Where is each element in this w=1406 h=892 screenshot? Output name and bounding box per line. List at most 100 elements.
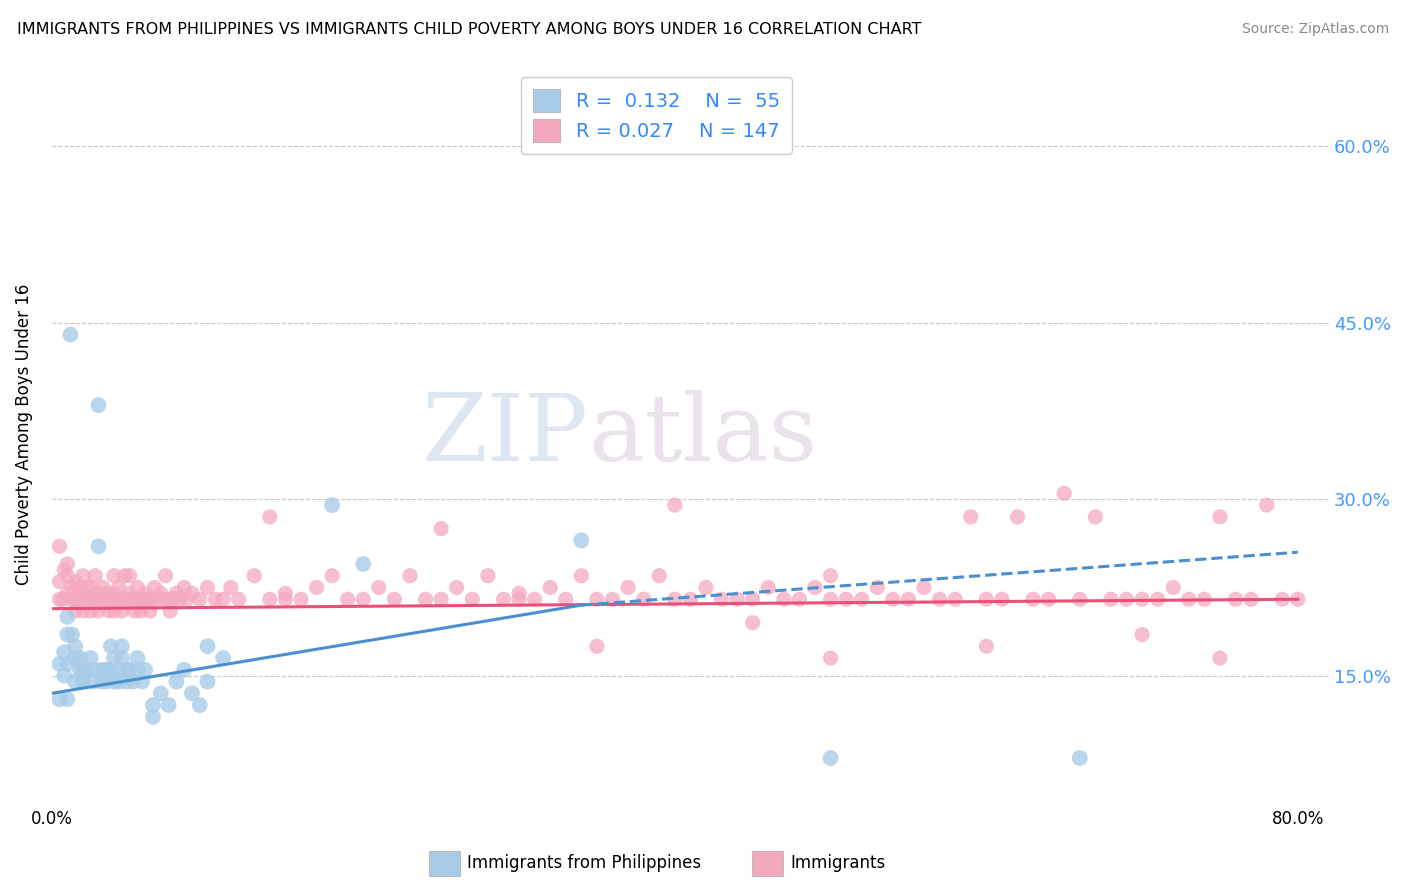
Point [90,663,112,677]
Point [679,592,702,607]
Point [80,581,103,595]
Point [56,557,79,571]
Point [415,592,437,607]
Point [75,592,97,607]
Point [157,592,180,607]
Point [1225,592,1247,607]
Point [1240,592,1263,607]
Point [477,568,499,582]
Point [523,592,546,607]
Point [181,686,204,700]
Point [100,663,122,677]
Point [897,592,920,607]
Point [111,651,134,665]
Point [1256,498,1278,512]
Point [72,568,94,582]
Point [959,509,981,524]
Point [129,604,152,618]
Point [111,592,134,607]
Point [321,498,343,512]
Point [851,592,873,607]
Point [63,651,86,665]
Point [103,651,125,665]
Point [219,581,242,595]
Point [143,581,166,595]
Point [87,586,110,600]
Point [430,522,453,536]
Point [118,568,141,582]
Text: IMMIGRANTS FROM PHILIPPINES VS IMMIGRANTS CHILD POVERTY AMONG BOYS UNDER 16 CORR: IMMIGRANTS FROM PHILIPPINES VS IMMIGRANT… [17,22,921,37]
Point [115,663,138,677]
Point [96,663,118,677]
Point [197,581,219,595]
Point [87,592,110,607]
Point [1099,592,1122,607]
Point [912,581,935,595]
Text: Immigrants from Philippines: Immigrants from Philippines [467,855,702,872]
Point [181,586,204,600]
Point [336,592,359,607]
Point [461,592,484,607]
Point [212,592,235,607]
Point [60,581,83,595]
Point [1069,592,1091,607]
Point [53,669,76,683]
Point [83,674,105,689]
Point [274,592,297,607]
Point [321,568,343,582]
Point [76,581,98,595]
Point [63,640,86,654]
Point [118,663,141,677]
Point [176,592,198,607]
Point [1130,592,1153,607]
Point [72,674,94,689]
Point [115,592,138,607]
Point [48,539,70,553]
Point [835,592,858,607]
Point [492,592,515,607]
Point [80,651,103,665]
Point [56,610,79,624]
Point [943,592,966,607]
Point [173,663,195,677]
Y-axis label: Child Poverty Among Boys Under 16: Child Poverty Among Boys Under 16 [15,284,32,585]
Point [63,604,86,618]
Point [63,574,86,589]
Point [586,592,609,607]
Point [569,533,592,548]
Point [107,674,129,689]
Point [91,581,114,595]
Point [107,663,129,677]
Point [134,663,156,677]
Text: Source: ZipAtlas.com: Source: ZipAtlas.com [1241,22,1389,37]
Point [96,592,118,607]
Point [69,663,91,677]
Point [121,592,143,607]
Point [1161,581,1184,595]
Point [1084,509,1107,524]
Point [124,604,146,618]
Point [87,539,110,553]
Point [664,498,686,512]
Point [121,674,143,689]
Point [48,574,70,589]
Point [142,592,165,607]
Point [98,604,121,618]
Point [56,657,79,671]
Point [1069,751,1091,765]
Point [72,663,94,677]
Point [1022,592,1045,607]
Point [83,663,105,677]
Point [274,586,297,600]
Point [155,568,177,582]
Point [153,592,176,607]
Point [197,640,219,654]
Point [80,604,103,618]
Point [538,581,561,595]
Point [804,581,827,595]
Point [789,592,811,607]
Point [1130,627,1153,641]
Point [710,592,733,607]
Point [188,698,211,712]
Point [1178,592,1201,607]
